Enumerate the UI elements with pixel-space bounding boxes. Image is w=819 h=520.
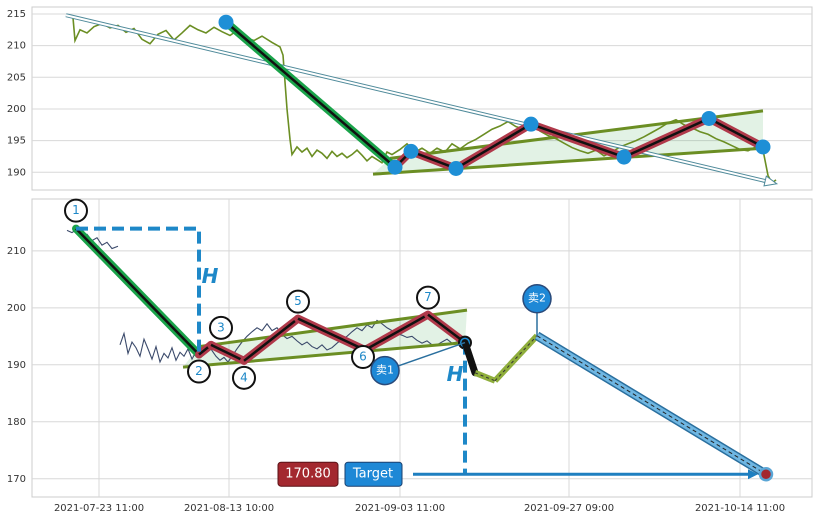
pivot-point: [448, 160, 464, 176]
h-measure: [76, 226, 201, 355]
pivot-badge: [209, 315, 233, 340]
y-tick-label: 190: [7, 167, 26, 178]
pivot-point: [616, 149, 632, 165]
pivot-label: 5: [294, 294, 302, 308]
x-tick-label: 2021-07-23 11:00: [54, 503, 144, 514]
pivot-point: [403, 143, 419, 159]
y-tick-label: 210: [7, 246, 26, 257]
pivot-label: 3: [217, 320, 225, 334]
pivot-badge: [232, 365, 256, 390]
target-arrow-head: [748, 469, 758, 480]
signal-label: 卖1: [376, 364, 394, 377]
pivot-badge: [64, 198, 88, 223]
pattern-leg-core: [410, 150, 457, 170]
pivot-badge: [286, 289, 310, 314]
pivot-point: [701, 110, 717, 126]
pattern-leg-core: [427, 313, 466, 344]
pattern-leg-core: [243, 317, 299, 362]
h-label: H: [202, 264, 219, 288]
pattern-leg-core: [455, 123, 532, 170]
pivot-point: [387, 159, 403, 175]
pivot-label: 4: [240, 370, 248, 384]
y-tick-label: 210: [7, 41, 26, 52]
trend-line: [182, 341, 466, 369]
pattern-leg-core: [297, 317, 366, 352]
pivot-badge: [351, 344, 375, 369]
signal-marker: [370, 355, 400, 386]
pattern-leg-core: [623, 117, 710, 159]
pivot-label: 2: [195, 364, 203, 378]
pattern-leg-core: [530, 122, 625, 159]
y-tick-label: 205: [7, 72, 26, 83]
x-tick-label: 2021-09-27 09:00: [524, 503, 614, 514]
signal-label: 卖2: [528, 292, 546, 305]
pattern-leg-core: [708, 117, 764, 149]
signal-marker: [522, 283, 552, 314]
target-box: [344, 461, 403, 487]
projection-leg: [473, 369, 497, 384]
y-tick-label: 190: [7, 360, 26, 371]
x-tick-label: 2021-09-03 11:00: [355, 503, 445, 514]
target-value-box: [277, 461, 339, 487]
h-label: H: [447, 362, 464, 386]
projection-leg-core: [536, 335, 767, 475]
pattern-leg-core: [75, 227, 200, 356]
trend-line: [372, 146, 764, 176]
y-tick-label: 215: [7, 9, 26, 20]
target-value-label: 170.80: [285, 467, 331, 482]
pattern-leg-core: [210, 343, 245, 362]
y-tick-label: 200: [7, 104, 26, 115]
pivot-badge: [416, 285, 440, 310]
x-tick-label: 2021-10-14 11:00: [695, 503, 785, 514]
y-tick-label: 200: [7, 303, 26, 314]
pivot-badge: [187, 359, 211, 384]
pivot-label: 6: [359, 349, 367, 363]
pattern-leg-core: [225, 21, 396, 169]
plot-area: [31, 198, 813, 498]
pivot-point: [523, 116, 539, 132]
target-label: Target: [352, 467, 393, 482]
y-tick-label: 170: [7, 474, 26, 485]
pivot-label: 7: [424, 290, 432, 304]
projection-leg: [461, 339, 479, 377]
arrow-head: [763, 175, 779, 187]
y-tick-label: 195: [7, 136, 26, 147]
pivot-point: [755, 139, 771, 155]
pivot-point: [218, 14, 234, 30]
projection-leg-core: [494, 335, 538, 382]
y-tick-label: 180: [7, 417, 26, 428]
pattern-leg-core: [364, 313, 429, 352]
pivot-label: 1: [72, 203, 80, 217]
trend-arrow-inner: [65, 14, 772, 184]
target-point: [758, 466, 774, 482]
x-tick-label: 2021-08-13 10:00: [184, 503, 274, 514]
price-line: [72, 17, 777, 185]
